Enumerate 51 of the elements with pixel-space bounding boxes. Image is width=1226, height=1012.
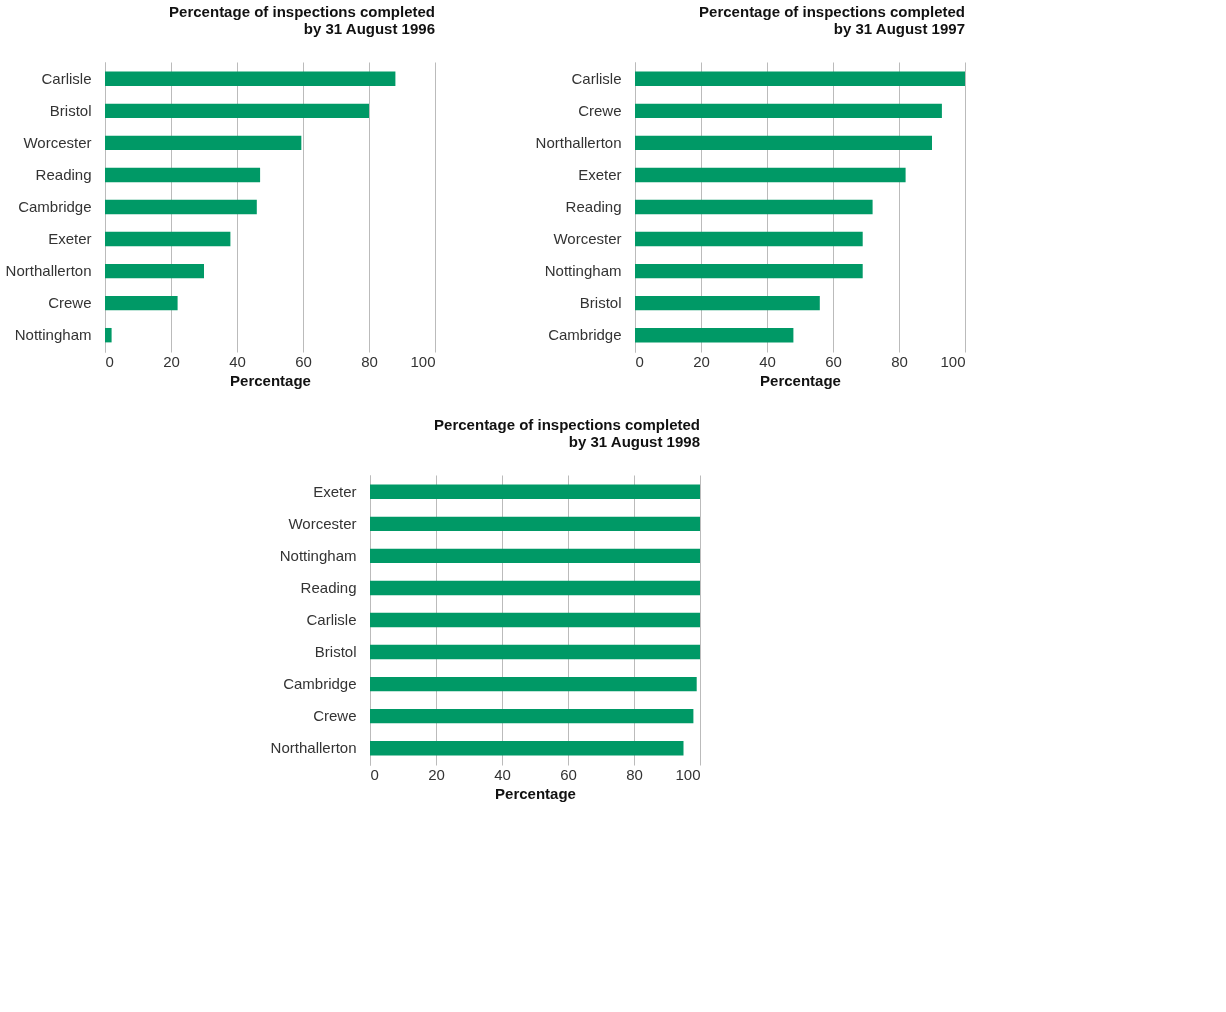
y-tick-label: Northallerton	[5, 262, 92, 280]
x-tick-label: 60	[560, 765, 577, 783]
chart-title: Percentage of inspections completed by 31 August 1996	[169, 3, 435, 37]
y-tick-label: Exeter	[313, 482, 357, 500]
x-tick-label: 40	[229, 352, 246, 370]
x-tick-label: 100	[675, 765, 701, 783]
y-tick-label: Reading	[35, 165, 92, 183]
y-tick-label: Cambridge	[18, 198, 92, 215]
y-tick-label: Worcester	[23, 133, 92, 151]
y-tick-label: Reading	[300, 578, 357, 596]
y-tick-label: Carlisle	[306, 611, 357, 628]
y-tick-label: Crewe	[578, 101, 622, 119]
y-tick-label: Crewe	[48, 294, 92, 312]
y-tick-label: Cambridge	[283, 675, 357, 693]
y-tick-label: Nottingham	[544, 262, 622, 280]
x-tick-label: 20	[693, 352, 710, 370]
x-tick-label: 80	[361, 352, 378, 370]
x-tick-label: 80	[891, 352, 908, 370]
y-tick-label: Bristol	[49, 101, 92, 119]
y-tick-label: Northallerton	[535, 133, 622, 151]
y-tick-label: Northallerton	[270, 739, 357, 757]
x-axis-title: Percentage	[230, 371, 311, 389]
x-tick-label: 20	[163, 352, 180, 370]
x-tick-label: 40	[759, 352, 776, 370]
x-axis-title: Percentage	[760, 371, 841, 389]
x-tick-label: 20	[428, 765, 445, 783]
x-tick-label: 0	[370, 765, 379, 783]
chart-title: Percentage of inspections completed by 31 August 1997	[699, 3, 965, 37]
x-tick-label: 80	[626, 765, 643, 783]
y-tick-label: Bristol	[314, 643, 357, 661]
x-tick-label: 0	[105, 352, 114, 370]
y-tick-label: Bristol	[579, 294, 622, 312]
y-tick-label: Worcester	[553, 230, 622, 248]
x-tick-label: 0	[635, 352, 644, 370]
x-axis-title: Percentage	[495, 784, 576, 802]
y-tick-label: Crewe	[313, 707, 357, 725]
x-tick-label: 100	[410, 352, 436, 370]
x-tick-label: 60	[825, 352, 842, 370]
y-tick-label: Exeter	[48, 230, 92, 248]
chart-title: Percentage of inspections completed by 31 August 1998	[434, 416, 700, 450]
y-tick-label: Exeter	[578, 165, 622, 183]
x-tick-label: 40	[494, 765, 511, 783]
x-tick-label: 100	[940, 352, 966, 370]
y-tick-label: Reading	[565, 198, 622, 215]
y-tick-label: Nottingham	[14, 326, 92, 344]
y-tick-label: Cambridge	[548, 326, 622, 344]
y-tick-label: Worcester	[288, 514, 357, 532]
y-tick-label: Carlisle	[41, 69, 92, 87]
y-tick-label: Nottingham	[279, 546, 357, 564]
y-tick-label: Carlisle	[571, 69, 622, 87]
x-tick-label: 60	[295, 352, 312, 370]
